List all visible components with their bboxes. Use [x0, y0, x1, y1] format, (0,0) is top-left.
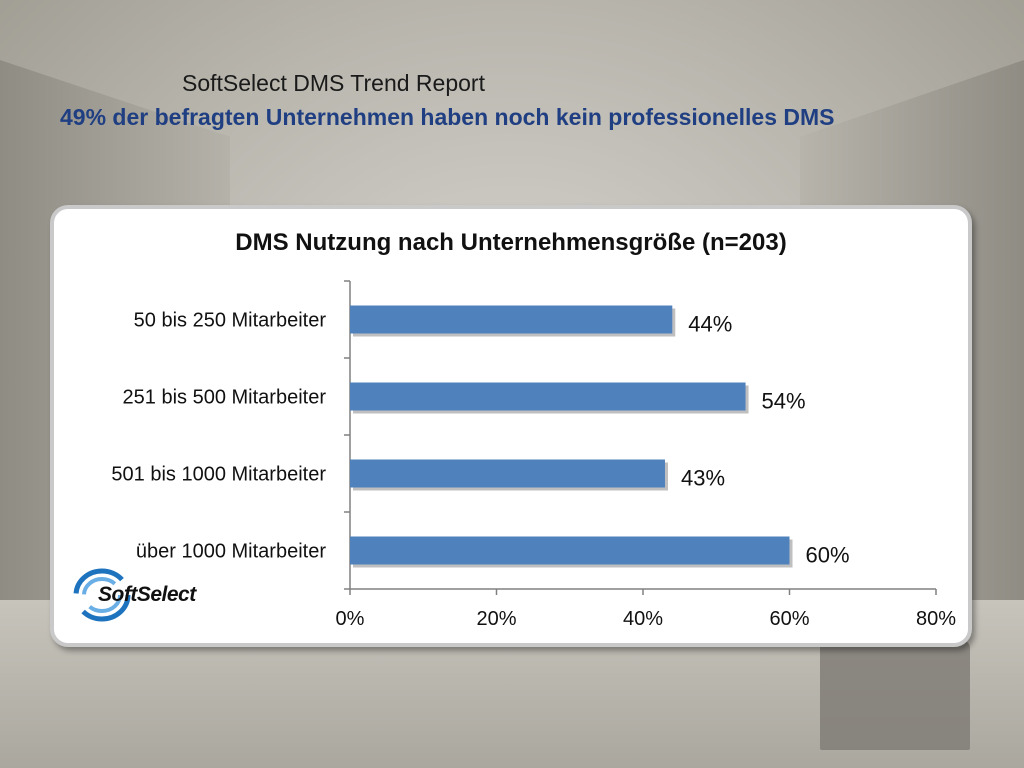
chart-panel: DMS Nutzung nach Unternehmensgröße (n=20… — [50, 205, 972, 647]
background-bench — [820, 640, 970, 750]
softselect-swirl-icon — [73, 568, 131, 622]
x-tick-label: 80% — [916, 608, 956, 630]
bar — [350, 459, 665, 488]
x-tick-label: 60% — [769, 608, 809, 630]
bar — [350, 536, 790, 565]
x-tick-label: 0% — [336, 608, 365, 630]
category-label: 501 bis 1000 Mitarbeiter — [111, 464, 326, 486]
category-label: über 1000 Mitarbeiter — [136, 541, 326, 563]
value-label: 54% — [762, 389, 806, 414]
category-label: 251 bis 500 Mitarbeiter — [123, 387, 327, 409]
bar — [350, 305, 673, 334]
value-label: 44% — [688, 312, 732, 337]
value-label: 60% — [806, 543, 850, 568]
category-label: 50 bis 250 Mitarbeiter — [134, 310, 327, 332]
softselect-logo: SoftSelect — [72, 565, 222, 625]
slide-subtitle: 49% der befragten Unternehmen haben noch… — [60, 104, 835, 130]
bar-chart: 0% 20% 40% 60% 80% 50 bis 250 Mitarbeiter 44% 2… — [111, 280, 956, 630]
bar — [350, 382, 746, 411]
x-tick-label: 20% — [476, 608, 516, 630]
logo-text: SoftSelect — [98, 583, 196, 606]
x-tick-label: 40% — [623, 608, 663, 630]
slide-title: SoftSelect DMS Trend Report — [182, 70, 485, 96]
chart-title: DMS Nutzung nach Unternehmensgröße (n=20… — [235, 229, 787, 256]
value-label: 43% — [681, 466, 725, 491]
